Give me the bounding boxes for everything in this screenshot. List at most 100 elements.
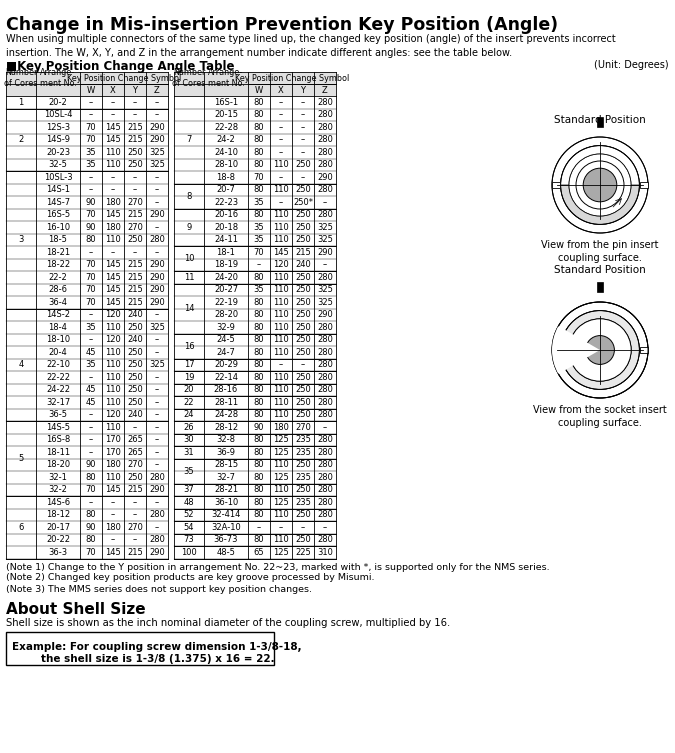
Text: 32-2: 32-2 xyxy=(49,485,68,494)
Text: 110: 110 xyxy=(105,360,121,369)
Text: 20: 20 xyxy=(184,386,194,395)
Text: 18-20: 18-20 xyxy=(46,460,70,469)
Bar xyxy=(6,546,168,559)
Text: 35: 35 xyxy=(184,467,194,475)
Text: 215: 215 xyxy=(295,248,311,257)
Text: 90: 90 xyxy=(86,223,97,232)
Text: 280: 280 xyxy=(317,148,333,157)
Text: 80: 80 xyxy=(254,160,265,169)
Text: 110: 110 xyxy=(273,160,289,169)
Text: 110: 110 xyxy=(105,373,121,382)
Bar xyxy=(6,233,168,246)
Text: 180: 180 xyxy=(105,223,121,232)
Text: –: – xyxy=(155,523,159,532)
Text: 80: 80 xyxy=(254,485,265,494)
Text: 16S-1: 16S-1 xyxy=(214,98,238,107)
Text: 18-8: 18-8 xyxy=(217,172,236,181)
Text: 250: 250 xyxy=(127,473,143,482)
Text: 80: 80 xyxy=(254,373,265,382)
Text: 10SL-3: 10SL-3 xyxy=(44,172,72,181)
Text: 290: 290 xyxy=(149,136,165,145)
Text: 265: 265 xyxy=(127,448,143,457)
Text: 215: 215 xyxy=(127,297,143,306)
Text: 125: 125 xyxy=(273,547,289,556)
Text: 110: 110 xyxy=(273,273,289,282)
Text: 100: 100 xyxy=(181,547,197,556)
Text: View from the pin insert
coupling surface.: View from the pin insert coupling surfac… xyxy=(541,240,659,264)
Text: –: – xyxy=(155,386,159,395)
Text: 145: 145 xyxy=(105,547,121,556)
Text: 70: 70 xyxy=(86,285,97,294)
Bar xyxy=(174,233,336,246)
Bar xyxy=(6,383,168,396)
Text: –: – xyxy=(133,172,137,181)
Text: 80: 80 xyxy=(86,511,97,520)
Text: ■Key Position Change Angle Table: ■Key Position Change Angle Table xyxy=(6,60,234,73)
Bar xyxy=(6,221,168,233)
Text: 52: 52 xyxy=(184,511,194,520)
Text: 280: 280 xyxy=(149,511,165,520)
Text: 80: 80 xyxy=(254,335,265,344)
Text: 80: 80 xyxy=(254,498,265,507)
Bar xyxy=(6,421,168,434)
Bar xyxy=(6,496,168,508)
Text: 14S-6: 14S-6 xyxy=(46,498,70,507)
Text: 24-10: 24-10 xyxy=(214,148,238,157)
Text: –: – xyxy=(155,410,159,419)
Text: –: – xyxy=(155,422,159,431)
Text: 20-2: 20-2 xyxy=(49,98,68,107)
Bar xyxy=(174,533,336,546)
Text: –: – xyxy=(301,123,305,132)
Bar xyxy=(174,309,336,321)
Bar xyxy=(174,283,336,296)
Bar xyxy=(174,246,336,258)
Text: –: – xyxy=(89,185,93,194)
Text: 280: 280 xyxy=(317,210,333,219)
Text: 215: 215 xyxy=(127,261,143,270)
Text: 35: 35 xyxy=(254,235,265,244)
Text: 215: 215 xyxy=(127,285,143,294)
Text: 250: 250 xyxy=(295,285,311,294)
Text: 250: 250 xyxy=(295,297,311,306)
Text: 125: 125 xyxy=(273,498,289,507)
Text: 18-4: 18-4 xyxy=(49,323,68,332)
Text: 120: 120 xyxy=(105,410,121,419)
Bar xyxy=(174,334,336,346)
Text: 270: 270 xyxy=(127,198,143,207)
Text: 250: 250 xyxy=(295,310,311,319)
Text: 235: 235 xyxy=(295,498,311,507)
Text: 22-22: 22-22 xyxy=(46,373,70,382)
Text: –: – xyxy=(301,148,305,157)
Text: 240: 240 xyxy=(295,261,311,270)
Text: Key Position Change Symbol: Key Position Change Symbol xyxy=(67,74,181,83)
Bar xyxy=(174,496,336,508)
Text: 145: 145 xyxy=(105,123,121,132)
Text: 145: 145 xyxy=(273,248,289,257)
Text: –: – xyxy=(279,148,283,157)
Text: 35: 35 xyxy=(254,285,265,294)
Bar xyxy=(6,271,168,283)
Text: 265: 265 xyxy=(127,435,143,444)
Text: 24-22: 24-22 xyxy=(46,386,70,395)
Text: 32-17: 32-17 xyxy=(46,398,70,407)
Text: 280: 280 xyxy=(317,323,333,332)
Text: 120: 120 xyxy=(105,310,121,319)
Text: 325: 325 xyxy=(149,323,165,332)
Text: 14: 14 xyxy=(184,304,194,313)
Text: 145: 145 xyxy=(105,485,121,494)
Bar xyxy=(174,96,336,108)
Text: 110: 110 xyxy=(105,398,121,407)
Text: 70: 70 xyxy=(86,210,97,219)
Text: Shell size is shown as the inch nominal diameter of the coupling screw, multipli: Shell size is shown as the inch nominal … xyxy=(6,618,450,629)
Text: –: – xyxy=(133,185,137,194)
Text: –: – xyxy=(133,98,137,107)
Text: Number
of Cores: Number of Cores xyxy=(172,69,206,87)
Text: 110: 110 xyxy=(105,348,121,357)
Text: 18-11: 18-11 xyxy=(46,448,70,457)
Text: 22-10: 22-10 xyxy=(46,360,70,369)
Text: –: – xyxy=(279,98,283,107)
Text: 110: 110 xyxy=(273,511,289,520)
Text: 145: 145 xyxy=(105,285,121,294)
Text: the shell size is 1-3/8 (1.375) x 16 = 22.: the shell size is 1-3/8 (1.375) x 16 = 2… xyxy=(12,654,275,663)
Text: 73: 73 xyxy=(184,535,194,544)
